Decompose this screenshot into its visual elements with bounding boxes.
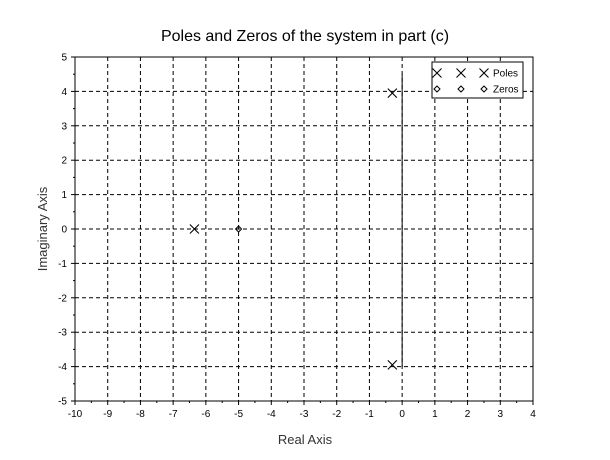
legend-box [431,61,524,99]
x-tick-label: 4 [530,409,536,420]
legend-zero-marker [433,85,441,93]
legend-pole-marker [479,68,489,78]
zero-marker [234,225,243,233]
legend-pole-marker [456,68,466,78]
y-tick-label: -3 [58,328,67,339]
x-tick-label: -9 [103,409,112,420]
y-tick-label: 0 [61,225,67,236]
x-tick-label: -6 [201,409,210,420]
x-tick-label: 1 [432,409,438,420]
x-tick-label: -8 [136,409,145,420]
legend-label: Poles [493,69,518,80]
y-tick-label: 2 [61,156,67,167]
y-tick-label: -2 [58,293,67,304]
y-tick-label: -4 [58,362,67,373]
legend-pole-marker [432,68,442,78]
y-tick-label: 3 [61,121,67,132]
y-tick-label: 4 [61,87,67,98]
y-tick-label: -1 [58,259,67,270]
x-tick-label: -5 [234,409,243,420]
y-tick-label: -5 [58,397,67,408]
chart-title: Poles and Zeros of the system in part (c… [161,28,449,45]
x-tick-label: 2 [465,409,471,420]
x-tick-label: -2 [332,409,341,420]
grid-lines [75,57,533,401]
pole-marker [387,359,398,370]
x-tick-label: -10 [68,409,83,420]
pole-marker [387,88,398,99]
data-points [189,88,398,370]
x-axis-label: Real Axis [278,432,333,447]
y-tick-label: 1 [61,190,67,201]
pole-marker [189,224,200,234]
legend-label: Zeros [493,85,519,96]
x-tick-label: -1 [365,409,374,420]
x-tick-label: 0 [399,409,405,420]
x-tick-label: -7 [169,409,178,420]
x-tick-label: -3 [300,409,309,420]
y-tick-label: 5 [61,53,67,64]
legend-zero-marker [480,85,488,93]
legend-zero-marker [457,85,465,93]
legend: Poles Zeros [431,61,524,99]
x-tick-label: 3 [498,409,504,420]
x-tick-label: -4 [267,409,276,420]
axis-ticks: -10 -9 -8 -7 -6 -5 -4 -3 -2 -1 0 1 2 3 4-5-4-3-2-10123… [58,53,536,421]
y-axis-label: Imaginary Axis [35,186,50,271]
